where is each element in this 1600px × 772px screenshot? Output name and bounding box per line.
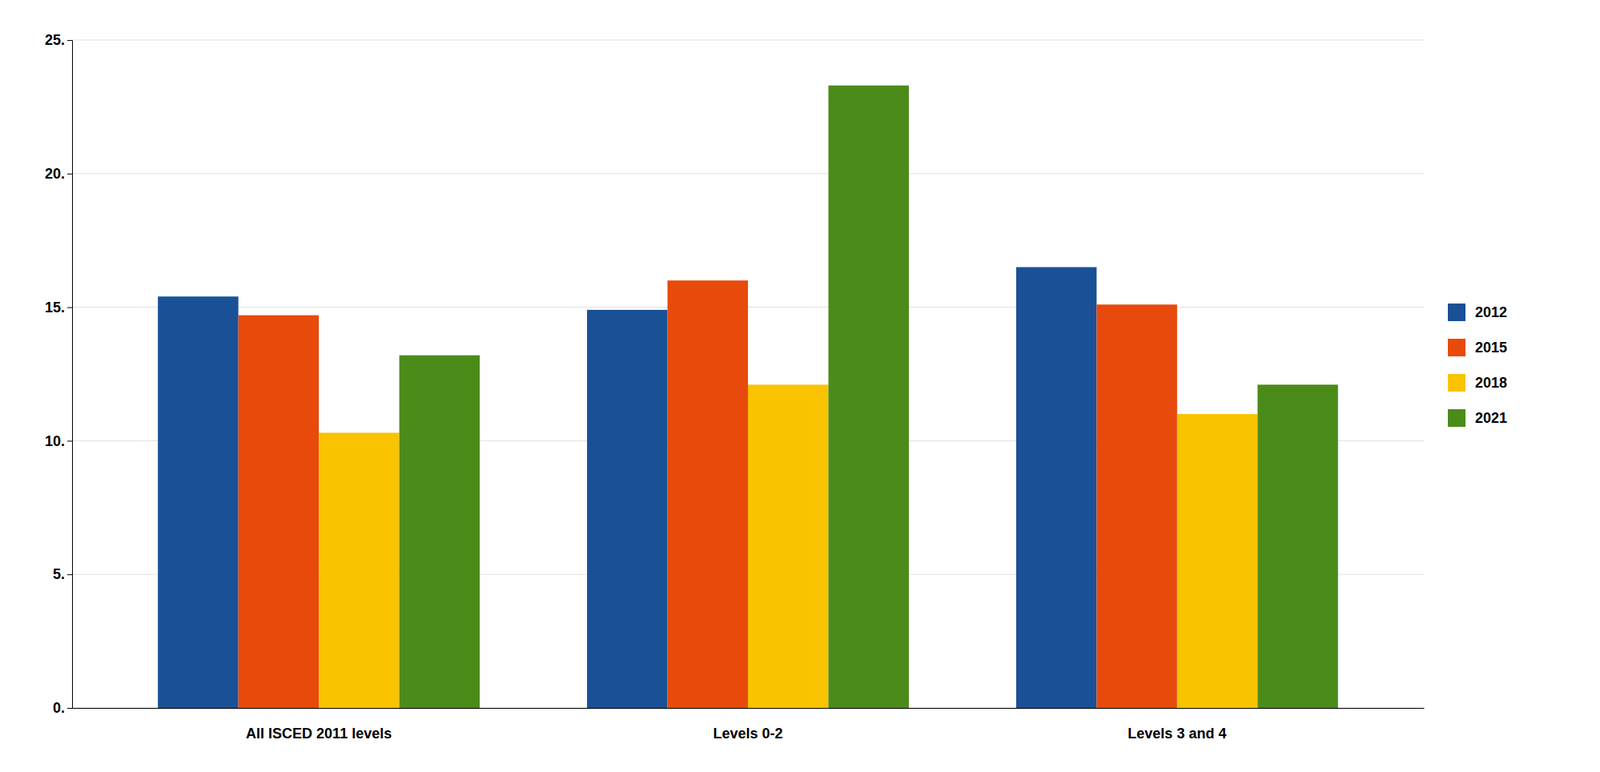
x-tick: All ISCED 2011 levels bbox=[245, 725, 392, 742]
bar bbox=[318, 432, 399, 708]
y-tick: 5. bbox=[52, 566, 73, 583]
y-tick-mark bbox=[67, 307, 73, 309]
bar bbox=[747, 384, 829, 708]
bar bbox=[1016, 267, 1097, 708]
y-tick-label: 10. bbox=[44, 433, 65, 450]
y-tick: 10. bbox=[44, 433, 73, 450]
legend: 2012 2015 2018 2021 bbox=[1447, 303, 1508, 427]
bar bbox=[667, 280, 748, 708]
legend-label: 2012 bbox=[1475, 304, 1508, 321]
x-tick-label: Levels 3 and 4 bbox=[1127, 725, 1227, 742]
bar bbox=[1177, 414, 1258, 708]
y-tick-label: 25. bbox=[44, 32, 65, 49]
legend-label: 2015 bbox=[1475, 339, 1508, 356]
legend-label: 2018 bbox=[1475, 374, 1508, 391]
y-tick-mark bbox=[67, 40, 73, 41]
legend-item: 2018 bbox=[1447, 373, 1508, 392]
y-tick: 0. bbox=[52, 699, 73, 716]
bar bbox=[1257, 384, 1338, 708]
bar bbox=[238, 315, 319, 708]
legend-item: 2012 bbox=[1447, 303, 1508, 322]
x-axis-line bbox=[72, 707, 1425, 709]
y-tick-mark bbox=[67, 440, 73, 442]
legend-item: 2015 bbox=[1447, 338, 1508, 357]
bar-series bbox=[399, 85, 1339, 708]
bar-series bbox=[157, 267, 1097, 708]
y-tick: 20. bbox=[44, 165, 73, 182]
y-axis-line bbox=[67, 40, 73, 709]
y-tick: 25. bbox=[44, 32, 73, 49]
chart: 0. 5. 10. 15. 20. 25. All ISCED 2011 levels Lev… bbox=[0, 0, 1600, 772]
bars bbox=[157, 85, 1339, 708]
grid-line bbox=[72, 172, 1424, 174]
legend-swatch bbox=[1447, 409, 1466, 427]
bar-series bbox=[238, 280, 1178, 708]
y-tick-label: 15. bbox=[44, 299, 65, 316]
bar bbox=[157, 296, 238, 708]
x-tick: Levels 0-2 bbox=[712, 725, 783, 742]
bar bbox=[586, 309, 668, 708]
legend-swatch bbox=[1447, 338, 1466, 357]
x-axis: All ISCED 2011 levels Levels 0-2 Levels 3 … bbox=[72, 708, 1425, 742]
legend-swatch bbox=[1447, 303, 1466, 322]
y-tick-mark bbox=[67, 574, 73, 575]
y-tick-mark bbox=[67, 707, 73, 709]
legend-item: 2021 bbox=[1447, 409, 1508, 427]
y-tick: 15. bbox=[44, 299, 73, 316]
grid-line bbox=[72, 40, 1424, 41]
plot: 0. 5. 10. 15. 20. 25. All ISCED 2011 levels Lev… bbox=[44, 32, 1425, 742]
y-axis: 0. 5. 10. 15. 20. 25. bbox=[44, 32, 73, 716]
legend-swatch bbox=[1447, 373, 1466, 392]
bar bbox=[399, 355, 480, 708]
legend-label: 2021 bbox=[1475, 410, 1508, 427]
x-tick: Levels 3 and 4 bbox=[1127, 725, 1227, 742]
y-tick-label: 0. bbox=[52, 699, 65, 716]
y-tick-mark bbox=[67, 173, 73, 175]
x-tick-label: All ISCED 2011 levels bbox=[245, 725, 392, 742]
bar bbox=[1096, 304, 1177, 708]
x-tick-label: Levels 0-2 bbox=[712, 725, 783, 742]
bar bbox=[828, 85, 909, 708]
y-tick-label: 20. bbox=[44, 165, 65, 182]
y-tick-label: 5. bbox=[52, 566, 65, 583]
grid bbox=[72, 40, 1424, 708]
